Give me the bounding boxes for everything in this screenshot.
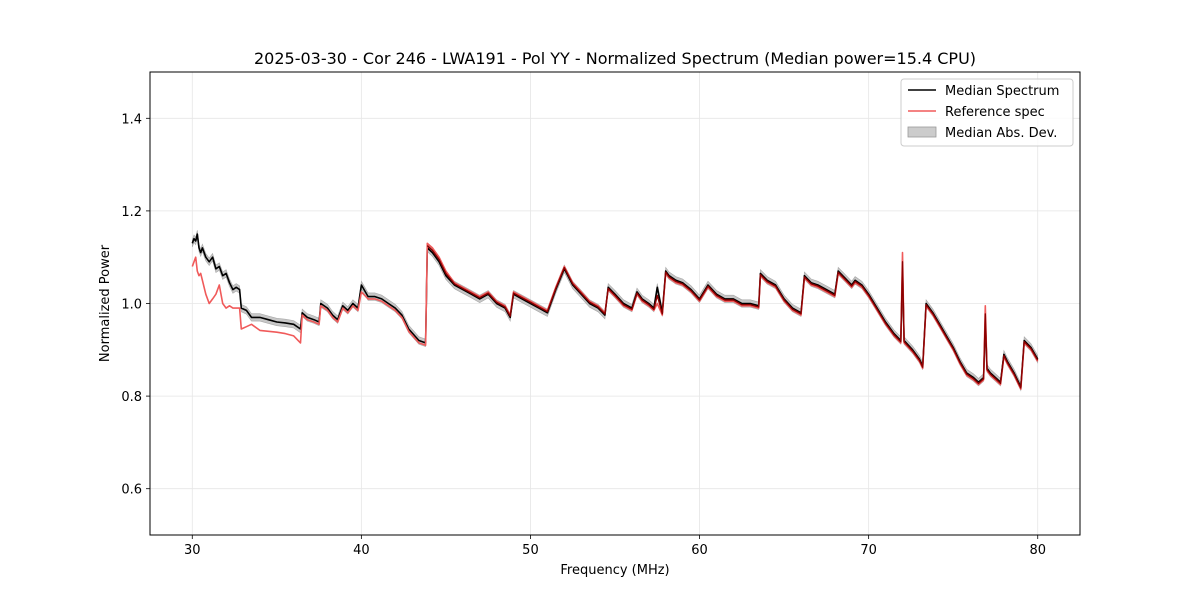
- x-tick-label: 40: [353, 543, 370, 558]
- y-axis-label: Normalized Power: [98, 244, 113, 362]
- x-tick-label: 50: [522, 543, 539, 558]
- legend-reference-label: Reference spec: [945, 105, 1045, 120]
- x-tick-label: 30: [184, 543, 201, 558]
- median-spectrum-line: [191, 233, 1039, 388]
- y-tick-label: 1.2: [121, 205, 142, 220]
- y-tick-label: 1.4: [121, 112, 142, 127]
- series-lines: [191, 233, 1039, 391]
- legend: Median Spectrum Reference spec Median Ab…: [900, 78, 1074, 147]
- x-tick-label: 60: [691, 543, 708, 558]
- x-axis: 30 40 50 60 70 80: [184, 535, 1046, 558]
- x-tick-label: 70: [860, 543, 877, 558]
- chart-title: 2025-03-30 - Cor 246 - LWA191 - Pol YY -…: [254, 49, 976, 68]
- x-tick-label: 80: [1029, 543, 1046, 558]
- legend-mad-swatch: [907, 126, 937, 138]
- legend-mad-label: Median Abs. Dev.: [945, 126, 1057, 141]
- y-tick-label: 0.8: [121, 390, 142, 405]
- x-axis-label: Frequency (MHz): [560, 563, 669, 578]
- y-axis: 0.6 0.8 1.0 1.2 1.4: [121, 112, 150, 498]
- y-tick-label: 0.6: [121, 483, 142, 498]
- y-tick-label: 1.0: [121, 298, 142, 313]
- legend-median-label: Median Spectrum: [945, 84, 1059, 99]
- overlap-line: [426, 245, 1039, 389]
- legend-box: [900, 78, 1074, 147]
